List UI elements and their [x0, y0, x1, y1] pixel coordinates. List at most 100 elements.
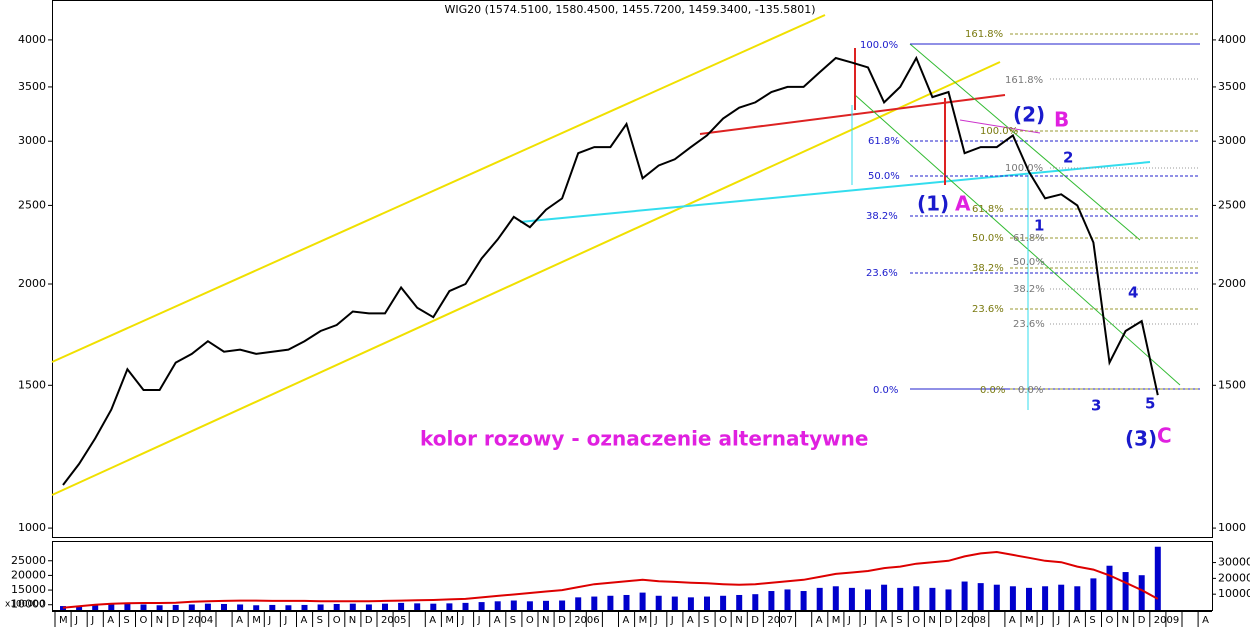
x-tick-label: O	[333, 615, 341, 626]
volume-bar	[897, 587, 904, 610]
volume-bar	[639, 592, 646, 610]
volume-bar	[478, 602, 485, 610]
annotation: 61.8%	[868, 136, 900, 147]
x-tick-label: 2007	[767, 615, 792, 626]
annotation: 38.2%	[972, 263, 1004, 274]
annotation: 23.6%	[866, 268, 898, 279]
volume-bar	[1122, 572, 1129, 610]
annotation: 61.8%	[1013, 233, 1045, 244]
volume-bar	[204, 603, 211, 610]
annotation: B	[1054, 108, 1069, 132]
x-tick-label: J	[1056, 615, 1060, 626]
y-tick-label: 3500	[18, 80, 46, 93]
volume-bar	[92, 605, 99, 610]
x-tick-label: S	[703, 615, 709, 626]
x-tick-label: A	[687, 615, 694, 626]
x-tick-label: A	[494, 615, 501, 626]
x-tick-label: A	[816, 615, 823, 626]
annotation: 50.0%	[868, 171, 900, 182]
y-tick-label: 1500	[1218, 378, 1246, 391]
annotation: 2	[1063, 149, 1073, 167]
annotation: 100.0%	[1005, 163, 1043, 174]
y2-tick-label: 25000	[11, 554, 46, 567]
volume-bar	[623, 594, 630, 610]
x-tick-label: M	[59, 615, 68, 626]
x-tick-label: A	[1073, 615, 1080, 626]
volume-bar	[800, 591, 807, 610]
trend-line	[519, 161, 1151, 223]
x-tick-label: N	[349, 615, 356, 626]
volume-bar	[1138, 575, 1145, 610]
x-tick-label: D	[1138, 615, 1146, 626]
x-tick-label: N	[1122, 615, 1129, 626]
annotation: 23.6%	[972, 304, 1004, 315]
annotation: 1	[1034, 217, 1044, 235]
x-tick-label: A	[236, 615, 243, 626]
volume-bar	[816, 587, 823, 610]
x-tick-label: J	[863, 615, 867, 626]
y-tick-label: 2000	[18, 277, 46, 290]
volume-bar	[977, 583, 984, 610]
volume-bar	[1154, 546, 1161, 610]
volume-bar	[607, 595, 614, 610]
y-tick-label: 20000	[1218, 571, 1250, 584]
x-tick-label: A	[301, 615, 308, 626]
annotation: 50.0%	[1013, 257, 1045, 268]
annotation: 61.8%	[972, 204, 1004, 215]
x-tick-label: D	[558, 615, 566, 626]
volume-bar	[462, 602, 469, 610]
x-tick-label: J	[670, 615, 674, 626]
x-tick-label: J	[847, 615, 851, 626]
volume-bar	[269, 604, 276, 610]
x-tick-label: D	[172, 615, 180, 626]
annotation: 161.8%	[1005, 75, 1043, 86]
y-tick-label: 10000	[1218, 587, 1250, 600]
y-tick-label: 3500	[1218, 80, 1246, 93]
volume-bar	[1009, 586, 1016, 610]
x-tick-label: O	[526, 615, 534, 626]
volume-bar	[784, 589, 791, 610]
volume-bar	[446, 603, 453, 610]
x-tick-label: J	[267, 615, 271, 626]
annotation: 38.2%	[1013, 284, 1045, 295]
x-tick-label: D	[365, 615, 373, 626]
x-tick-label: A	[880, 615, 887, 626]
y-tick-label: 2000	[1218, 277, 1246, 290]
annotation: A	[955, 192, 971, 216]
y2-tick-label: 15000	[11, 583, 46, 596]
annotation: (1)	[917, 192, 949, 216]
x-tick-label: J	[461, 615, 465, 626]
chart-title: WIG20 (1574.5100, 1580.4500, 1455.7200, …	[444, 3, 815, 16]
volume-bar	[1106, 565, 1113, 610]
volume-bar	[365, 604, 372, 610]
volume-bar	[865, 589, 871, 610]
x-tick-label: S	[123, 615, 129, 626]
volume-bar	[1042, 586, 1049, 610]
annotation: 38.2%	[866, 211, 898, 222]
volume-bar	[398, 602, 405, 610]
x-tick-label: A	[429, 615, 436, 626]
x-tick-label: J	[283, 615, 287, 626]
volume-bar	[1026, 587, 1032, 610]
x-tick-label: N	[156, 615, 163, 626]
volume-bar	[832, 586, 839, 610]
x-tick-label: J	[654, 615, 658, 626]
x-tick-label: J	[1040, 615, 1044, 626]
y-tick-label: 3000	[18, 134, 46, 147]
volume-bar	[575, 597, 582, 610]
volume-bar	[671, 596, 678, 610]
x-tick-label: J	[90, 615, 94, 626]
x-tick-label: M	[832, 615, 841, 626]
x-tick-label: 2009	[1154, 615, 1179, 626]
x-tick-label: D	[751, 615, 759, 626]
volume-bar	[752, 594, 759, 610]
volume-bar	[1058, 584, 1065, 610]
x-tick-label: 2006	[574, 615, 599, 626]
volume-bar	[76, 605, 83, 610]
annotation: 161.8%	[965, 29, 1003, 40]
annotation: 50.0%	[972, 233, 1004, 244]
volume-bar	[720, 595, 727, 610]
annotation: 5	[1145, 395, 1155, 413]
volume-bar	[559, 600, 566, 610]
